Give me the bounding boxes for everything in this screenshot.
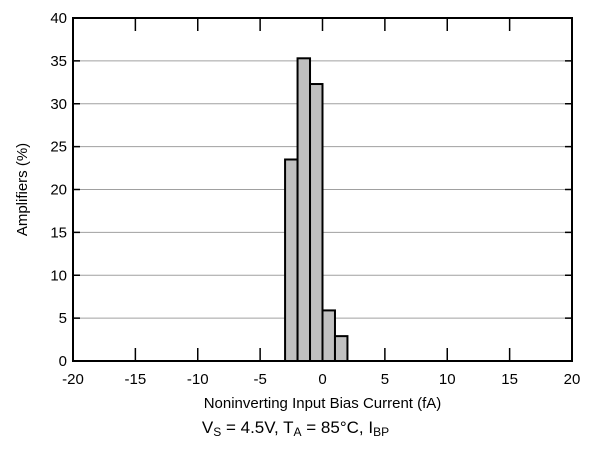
chart-caption: VS = 4.5V, TA = 85°C, IBP <box>0 418 591 438</box>
caption-i-sub: BP <box>373 425 390 439</box>
x-tick-label: 5 <box>381 371 389 388</box>
y-axis-label: Amplifiers (%) <box>14 143 31 236</box>
y-tick-labels: 0 5 10 15 20 25 30 35 40 <box>50 10 67 370</box>
x-tick-label: 0 <box>318 371 326 388</box>
histogram-bar-0 <box>284 158 299 362</box>
x-tick-label: -20 <box>62 371 84 388</box>
x-axis-label: Noninverting Input Bias Current (fA) <box>204 395 442 412</box>
x-tick-label: -10 <box>187 371 209 388</box>
y-tick-label: 0 <box>59 353 67 370</box>
x-tick-labels: -20 -15 -10 -5 0 5 10 15 20 <box>62 371 580 388</box>
y-tick-label: 35 <box>50 53 67 70</box>
x-tick-label: 20 <box>564 371 581 388</box>
x-tick-label: 15 <box>501 371 518 388</box>
histogram-bar-2 <box>309 83 324 362</box>
plot-frame <box>72 17 573 362</box>
histogram-bar-3 <box>321 309 336 362</box>
x-tick-label: 10 <box>439 371 456 388</box>
y-tick-label: 5 <box>59 310 67 327</box>
y-tick-label: 25 <box>50 139 67 156</box>
y-tick-label: 30 <box>50 96 67 113</box>
y-tick-label: 15 <box>50 224 67 241</box>
caption-v: V <box>201 418 214 437</box>
caption-t-sub: A <box>293 425 302 439</box>
x-tick-label: -5 <box>253 371 266 388</box>
y-tick-label: 20 <box>50 182 67 199</box>
histogram-bar-1 <box>296 57 312 363</box>
caption-v-sub: S <box>213 425 222 439</box>
x-tick-label: -15 <box>125 371 147 388</box>
caption-t-text: = 85°C, I <box>301 418 374 437</box>
caption-v-text: = 4.5V, T <box>221 418 294 437</box>
y-tick-label: 10 <box>50 267 67 284</box>
histogram-bar-4 <box>333 335 349 363</box>
y-tick-label: 40 <box>50 10 67 27</box>
